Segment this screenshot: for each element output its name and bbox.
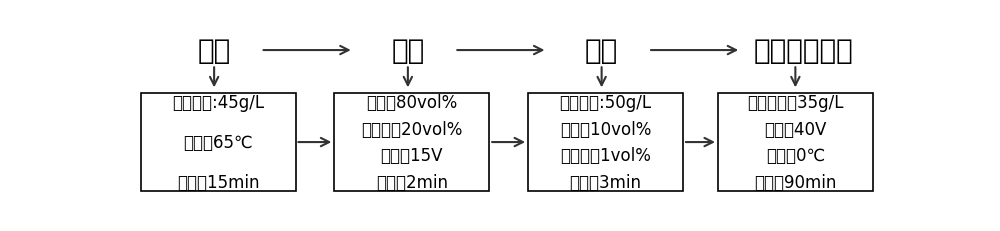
- Text: 氢氟酸：1vol%: 氢氟酸：1vol%: [560, 147, 651, 165]
- Text: 抛光: 抛光: [391, 37, 424, 65]
- Text: 铬酸阳极氧化: 铬酸阳极氧化: [753, 37, 853, 65]
- Bar: [718, 94, 873, 191]
- Bar: [528, 94, 683, 191]
- Text: 温度：0℃: 温度：0℃: [766, 147, 825, 165]
- Text: 碱洗: 碱洗: [198, 37, 231, 65]
- Text: 时间：90min: 时间：90min: [754, 173, 837, 191]
- Text: 三氧化铬：35g/L: 三氧化铬：35g/L: [747, 94, 844, 111]
- Bar: [334, 94, 489, 191]
- Text: 乙醇：80vol%: 乙醇：80vol%: [366, 94, 457, 111]
- Text: 硝酸：10vol%: 硝酸：10vol%: [560, 120, 651, 138]
- Text: 三氧化铬:50g/L: 三氧化铬:50g/L: [559, 94, 652, 111]
- Text: 脱氧: 脱氧: [585, 37, 618, 65]
- Text: 温度：65℃: 温度：65℃: [183, 134, 253, 151]
- Text: 时间：3min: 时间：3min: [570, 173, 642, 191]
- Text: 电压：15V: 电压：15V: [380, 147, 443, 165]
- Text: 氢氧化钠:45g/L: 氢氧化钠:45g/L: [172, 94, 264, 111]
- Text: 电压：40V: 电压：40V: [764, 120, 827, 138]
- Text: 时间：2min: 时间：2min: [376, 173, 448, 191]
- Text: 高氯酸：20vol%: 高氯酸：20vol%: [361, 120, 462, 138]
- Bar: [140, 94, 296, 191]
- Text: 时间：15min: 时间：15min: [177, 173, 259, 191]
